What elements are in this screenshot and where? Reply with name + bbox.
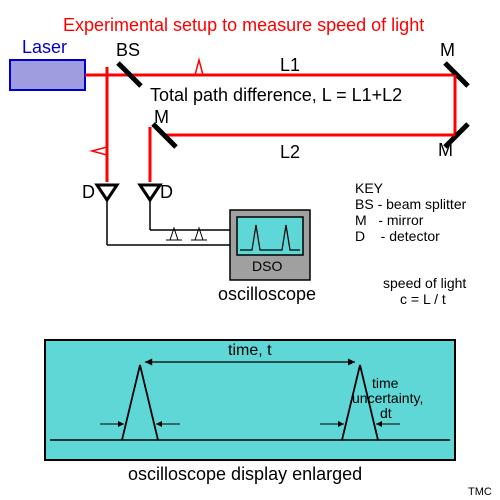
dso-label: DSO xyxy=(252,258,282,274)
dt-label: dt xyxy=(380,405,392,421)
key-item: D - detector xyxy=(355,228,440,244)
mirror-label: M xyxy=(438,140,453,161)
mirror-label: M xyxy=(154,107,169,128)
diagram-svg xyxy=(0,0,500,500)
key-title: KEY xyxy=(355,180,383,196)
key-item: M - mirror xyxy=(355,212,423,228)
path-diff-label: Total path difference, L = L1+L2 xyxy=(150,85,402,106)
enlarged-caption: oscilloscope display enlarged xyxy=(128,464,362,485)
pulse-marker-icon xyxy=(92,144,107,162)
oscilloscope-label: oscilloscope xyxy=(218,284,316,305)
mirror-label: M xyxy=(440,40,455,61)
detector-D1 xyxy=(97,185,117,200)
detector-D2 xyxy=(140,185,160,200)
dt-label: uncertainty, xyxy=(352,390,423,406)
speed-formula: c = L / t xyxy=(400,291,446,307)
speed-label: speed of light xyxy=(383,275,466,291)
oscilloscope-screen xyxy=(237,217,303,255)
bs-label: BS xyxy=(116,40,140,61)
L2-label: L2 xyxy=(280,142,300,163)
signature: TMC xyxy=(468,486,492,498)
L1-label: L1 xyxy=(280,55,300,76)
detector-label: D xyxy=(160,182,173,203)
diagram-title: Experimental setup to measure speed of l… xyxy=(63,15,424,36)
time-label: time, t xyxy=(228,342,272,360)
diagram-canvas: { "title": "Experimental setup to measur… xyxy=(0,0,500,500)
pulse-marker-icon xyxy=(188,60,206,75)
key-item: BS - beam splitter xyxy=(355,196,466,212)
laser-box xyxy=(10,60,85,90)
detector-label: D xyxy=(82,182,95,203)
laser-label: Laser xyxy=(22,37,67,58)
dt-label: time xyxy=(372,375,398,391)
